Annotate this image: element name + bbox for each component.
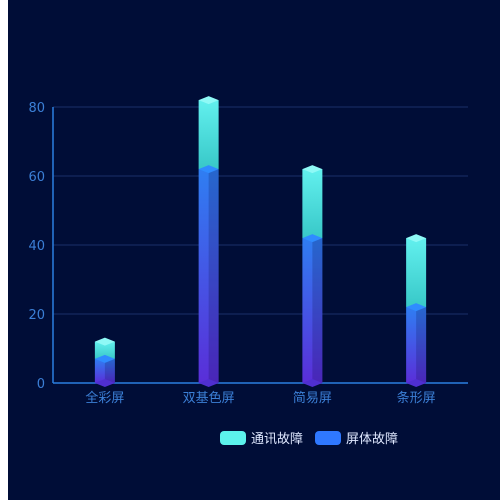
legend-swatch-body [315, 430, 342, 445]
legend: 通讯故障 屏体故障 [220, 428, 398, 447]
bar-segment-body-1[interactable] [198, 169, 219, 383]
bar-cap-body-0 [94, 354, 115, 363]
tick-labels: 0 20 40 60 80 全彩屏 双基色屏 简易屏 条形屏 [28, 101, 435, 406]
legend-label-comm: 通讯故障 [251, 432, 304, 447]
bar-cap-body-2 [302, 234, 323, 243]
bar-cap-body-3 [406, 303, 427, 312]
bar-base-3 [406, 379, 427, 387]
bar-cap-comm-2 [302, 165, 323, 174]
legend-item-body[interactable]: 屏体故障 [315, 428, 398, 447]
bar-segment-body-3[interactable] [406, 307, 427, 383]
y-tick-label: 0 [37, 377, 45, 392]
bar-segment-body-2[interactable] [302, 238, 323, 383]
bar-cap-comm-0 [94, 337, 115, 346]
bar-cap-comm-1 [198, 96, 219, 105]
grid-lines [53, 106, 468, 315]
bar-base-1 [198, 379, 219, 387]
legend-label-body: 屏体故障 [346, 432, 399, 447]
bar-base-2 [302, 379, 323, 387]
bar-cap-comm-3 [406, 234, 427, 243]
bar-segment-comm-2[interactable] [302, 169, 323, 239]
bar-shade-body-1 [208, 169, 219, 383]
y-tick-label: 20 [28, 308, 45, 323]
bar-shade-body-0 [104, 358, 115, 383]
chart-panel: 0 20 40 60 80 全彩屏 双基色屏 简易屏 条形屏 通讯故障 屏体故障 [8, 0, 500, 500]
x-tick-label: 条形屏 [397, 390, 436, 406]
bar-segment-comm-3[interactable] [406, 238, 427, 308]
x-tick-label: 全彩屏 [85, 390, 124, 406]
stacked-bar-chart: 0 20 40 60 80 全彩屏 双基色屏 简易屏 条形屏 [28, 96, 468, 406]
bar-base-0 [94, 379, 115, 387]
bar-shade-body-2 [312, 238, 323, 383]
legend-swatch-comm [220, 430, 246, 445]
x-tick-label: 简易屏 [293, 390, 332, 406]
axes [52, 107, 468, 384]
bar-segment-comm-1[interactable] [198, 100, 219, 170]
bars [94, 96, 427, 387]
y-tick-label: 80 [28, 101, 45, 116]
legend-item-comm[interactable]: 通讯故障 [220, 428, 303, 447]
bar-cap-body-1 [198, 165, 219, 174]
bar-segment-body-0[interactable] [94, 358, 115, 383]
y-tick-label: 40 [28, 239, 45, 254]
y-tick-label: 60 [28, 170, 45, 185]
bar-shade-body-3 [416, 307, 427, 383]
x-tick-label: 双基色屏 [183, 390, 235, 406]
bar-segment-comm-0[interactable] [94, 341, 115, 359]
